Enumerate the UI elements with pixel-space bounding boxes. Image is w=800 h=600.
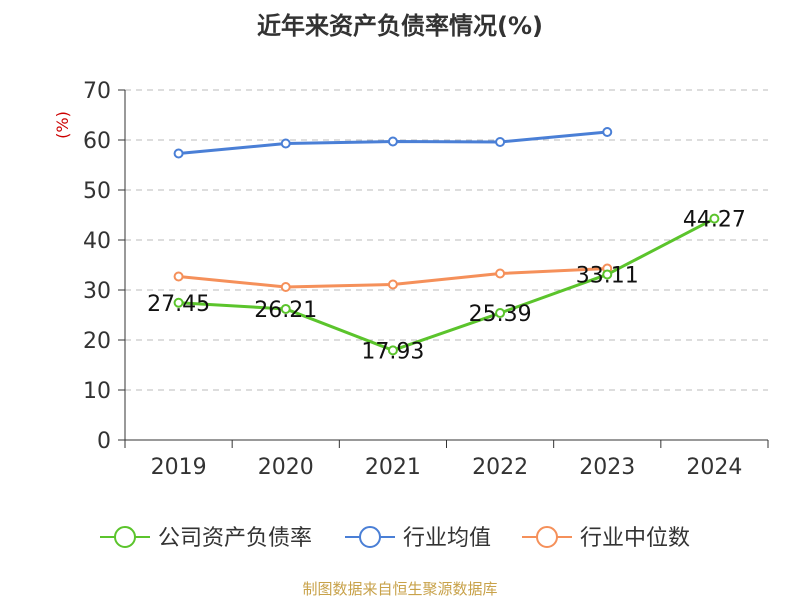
legend: 公司资产负债率 行业均值 行业中位数	[100, 526, 690, 551]
data-label: 25.39	[469, 302, 532, 327]
data-label: 27.45	[147, 292, 210, 317]
y-tick-label: 40	[83, 229, 111, 254]
data-point	[173, 148, 184, 159]
data-point	[387, 136, 398, 147]
x-tick-label: 2022	[472, 455, 528, 480]
data-point	[602, 127, 613, 137]
y-axis-unit-label: (%)	[53, 111, 72, 139]
data-point	[709, 213, 720, 224]
y-tick-label: 30	[83, 279, 111, 304]
y-axis-ticks: 0 10 20 30 40 50 60 70	[83, 79, 126, 454]
legend-marker	[114, 526, 136, 548]
data-point	[280, 303, 291, 314]
y-tick-label: 0	[97, 429, 111, 454]
x-tick-label: 2020	[258, 455, 314, 480]
legend-marker	[536, 526, 558, 548]
y-tick-label: 60	[83, 129, 111, 154]
y-tick-label: 70	[83, 79, 111, 104]
series-line	[178, 217, 716, 352]
data-label: 44.27	[683, 208, 746, 233]
chart-title: 近年来资产负债率情况(%)	[257, 12, 543, 40]
series-points	[173, 127, 720, 356]
legend-marker	[359, 526, 381, 548]
x-tick-label: 2024	[686, 455, 742, 480]
data-point	[173, 271, 184, 282]
data-label: 33.11	[576, 263, 639, 288]
data-point	[280, 138, 291, 149]
data-point	[602, 269, 613, 280]
x-tick-label: 2019	[151, 455, 207, 480]
data-labels: 27.45 26.21 17.93 25.39 33.11 44.27	[147, 208, 746, 365]
legend-label: 公司资产负债率	[158, 526, 312, 551]
data-point	[387, 345, 398, 356]
gridlines	[125, 89, 768, 391]
data-label: 26.21	[254, 298, 317, 323]
legend-label: 行业中位数	[580, 526, 690, 551]
x-tick-label: 2021	[365, 455, 421, 480]
x-tick-label: 2023	[579, 455, 635, 480]
data-point	[387, 279, 398, 290]
legend-label: 行业均值	[403, 526, 491, 551]
data-point	[173, 297, 184, 308]
y-tick-label: 10	[83, 379, 111, 404]
data-point	[495, 268, 506, 279]
data-point	[280, 282, 291, 292]
source-note: 制图数据来自恒生聚源数据库	[302, 580, 497, 598]
data-point	[495, 308, 506, 319]
data-point	[495, 137, 506, 147]
y-tick-label: 50	[83, 179, 111, 204]
x-axis: 2019 2020 2021 2022 2023 2024	[124, 439, 769, 480]
data-label: 17.93	[361, 339, 424, 364]
y-tick-label: 20	[83, 329, 111, 354]
